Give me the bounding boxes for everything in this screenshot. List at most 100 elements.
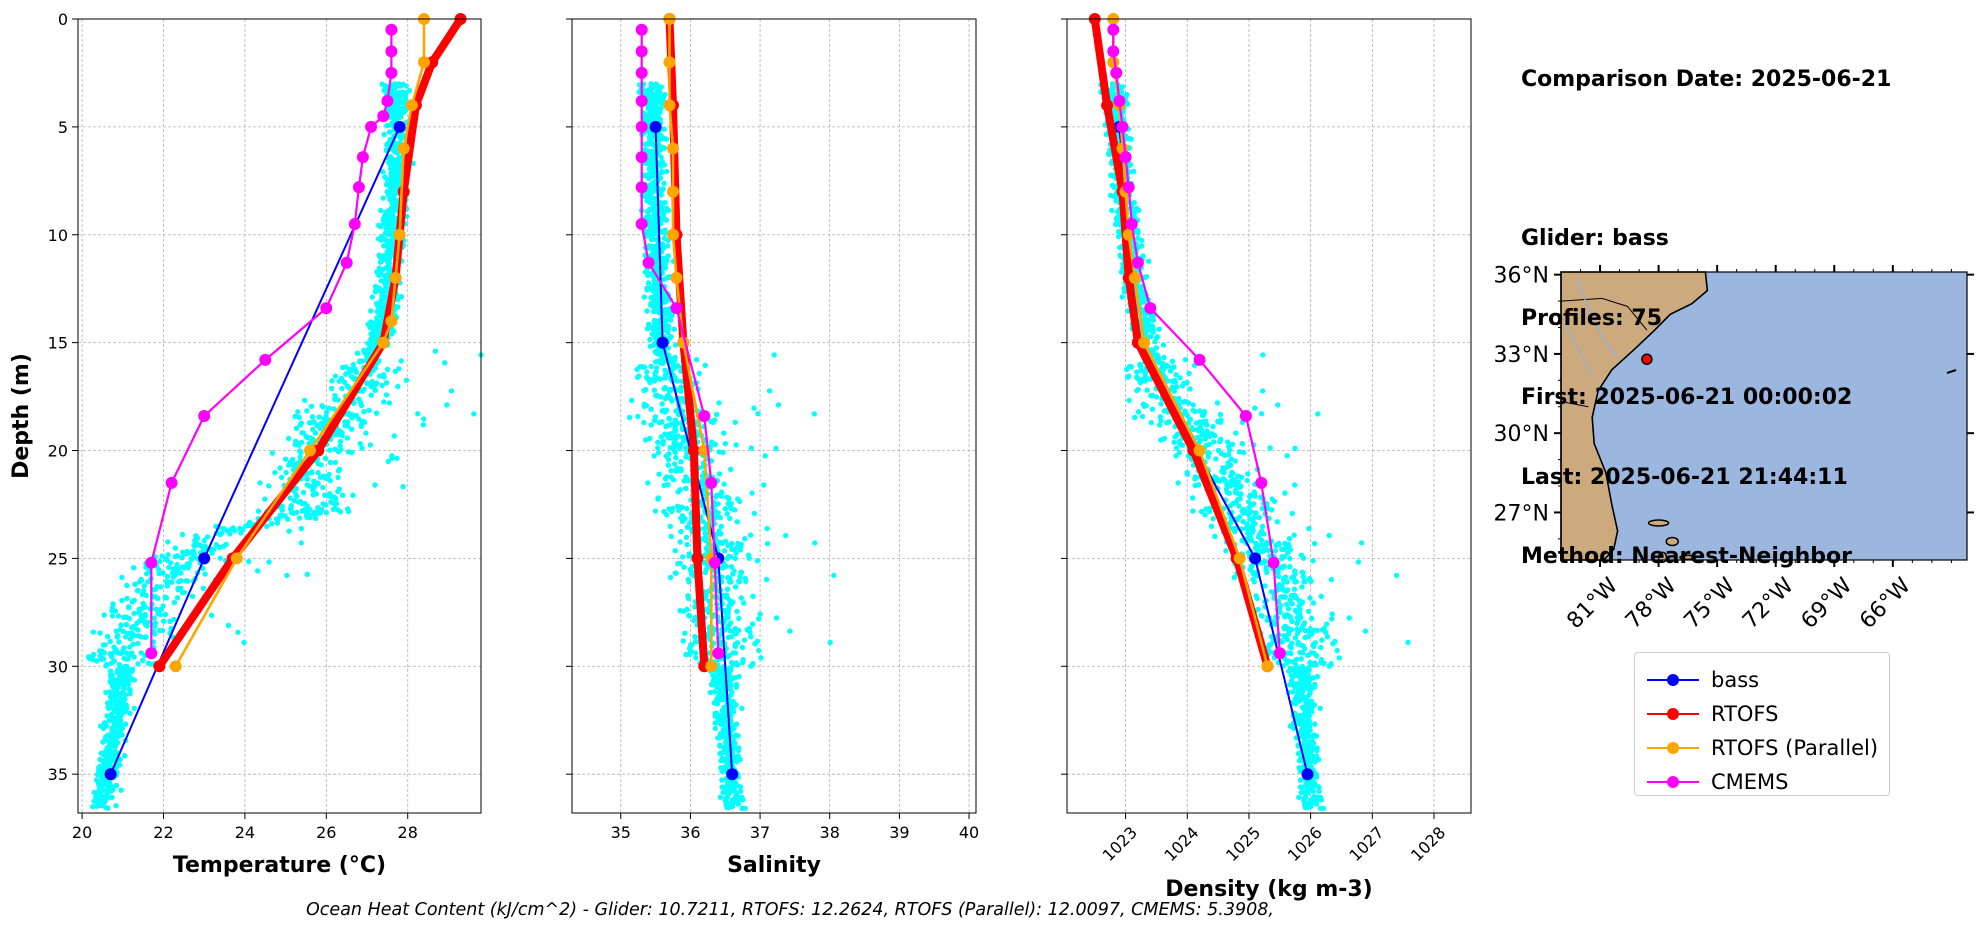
- scatter-point: [641, 294, 647, 300]
- scatter-point: [164, 583, 170, 589]
- scatter-point: [1245, 471, 1251, 477]
- scatter-point: [398, 294, 405, 300]
- scatter-point: [93, 777, 100, 783]
- scatter-point: [272, 469, 278, 476]
- scatter-point: [708, 418, 714, 425]
- scatter-point: [144, 623, 150, 629]
- scatter-point: [202, 571, 208, 577]
- scatter-point: [1314, 673, 1321, 680]
- scatter-point: [662, 265, 669, 271]
- scatter-point: [378, 207, 384, 214]
- scatter-point: [674, 503, 681, 509]
- scatter-point: [715, 501, 721, 507]
- scatter-point: [1198, 508, 1205, 515]
- scatter-point: [327, 459, 334, 466]
- scatter-point: [1245, 530, 1251, 536]
- scatter-point: [664, 168, 670, 175]
- scatter-point: [1301, 645, 1308, 652]
- y-tick-label: 30: [48, 657, 68, 676]
- scatter-point: [720, 449, 726, 456]
- scatter-point: [320, 501, 326, 507]
- scatter-point: [382, 85, 389, 91]
- scatter-point: [285, 435, 292, 442]
- scatter-point: [693, 650, 699, 656]
- scatter-point: [733, 790, 739, 797]
- scatter-point: [170, 574, 177, 580]
- scatter-point: [773, 445, 779, 451]
- scatter-point: [346, 412, 352, 418]
- scatter-point: [138, 650, 144, 656]
- scatter-point: [748, 634, 754, 640]
- scatter-point: [269, 521, 275, 527]
- scatter-point: [321, 421, 327, 427]
- scatter-point: [324, 409, 330, 415]
- scatter-point: [667, 523, 673, 529]
- scatter-point: [1172, 378, 1178, 385]
- scatter-point: [1284, 601, 1290, 607]
- scatter-point: [119, 725, 126, 731]
- scatter-point: [1294, 681, 1300, 687]
- scatter-point: [167, 560, 174, 566]
- scatter-point: [678, 528, 684, 535]
- scatter-point: [1303, 742, 1310, 748]
- scatter-point: [377, 254, 383, 260]
- scatter-point: [286, 528, 292, 534]
- scatter-point: [672, 449, 679, 455]
- scatter-point: [359, 445, 365, 451]
- series-point: [635, 181, 648, 194]
- scatter-point: [383, 182, 390, 188]
- series-point: [426, 56, 439, 69]
- scatter-point: [106, 718, 112, 724]
- scatter-point: [110, 784, 116, 790]
- scatter-point: [123, 692, 129, 698]
- y-tick-label: 15: [48, 334, 68, 353]
- y-tick-label: 35: [48, 765, 68, 784]
- series-point: [649, 120, 662, 133]
- scatter-point: [157, 558, 163, 565]
- scatter-point: [344, 383, 351, 389]
- scatter-point: [732, 584, 739, 590]
- scatter-point: [107, 638, 113, 645]
- scatter-point: [1169, 365, 1175, 371]
- scatter-point: [719, 777, 725, 783]
- scatter-point: [1261, 542, 1267, 549]
- scatter-point: [309, 414, 316, 420]
- scatter-point: [365, 340, 371, 346]
- series-point: [635, 95, 648, 107]
- scatter-point: [1226, 447, 1233, 453]
- series-point: [377, 110, 390, 123]
- scatter-point: [1177, 441, 1183, 447]
- scatter-point: [654, 330, 660, 336]
- scatter-point: [723, 594, 729, 600]
- scatter-point: [1280, 587, 1287, 593]
- scatter-point: [644, 326, 651, 332]
- scatter-point: [734, 519, 740, 525]
- scatter-point: [1311, 643, 1317, 650]
- scatter-point: [654, 245, 660, 251]
- scatter-point: [131, 677, 137, 683]
- scatter-point: [126, 686, 133, 692]
- scatter-point: [1311, 540, 1318, 547]
- scatter-point: [710, 678, 716, 684]
- scatter-point: [644, 308, 650, 314]
- scatter-point: [652, 508, 659, 514]
- scatter-point: [113, 628, 120, 634]
- scatter-point: [310, 487, 316, 493]
- scatter-point: [1126, 364, 1133, 370]
- scatter-point: [678, 459, 684, 465]
- scatter-point: [100, 765, 106, 772]
- scatter-point: [370, 330, 376, 336]
- scatter-point: [331, 406, 337, 412]
- scatter-point: [1334, 647, 1340, 654]
- scatter-point: [641, 364, 648, 370]
- scatter-point: [1315, 411, 1321, 417]
- scatter-point: [1291, 586, 1298, 592]
- scatter-point: [1202, 436, 1209, 442]
- series-point: [726, 768, 739, 781]
- scatter-point: [1148, 419, 1155, 426]
- scatter-point: [293, 425, 300, 431]
- y-tick-label: 20: [48, 442, 68, 461]
- scatter-point: [1287, 555, 1293, 562]
- scatter-point: [668, 468, 674, 474]
- series-point: [230, 552, 243, 565]
